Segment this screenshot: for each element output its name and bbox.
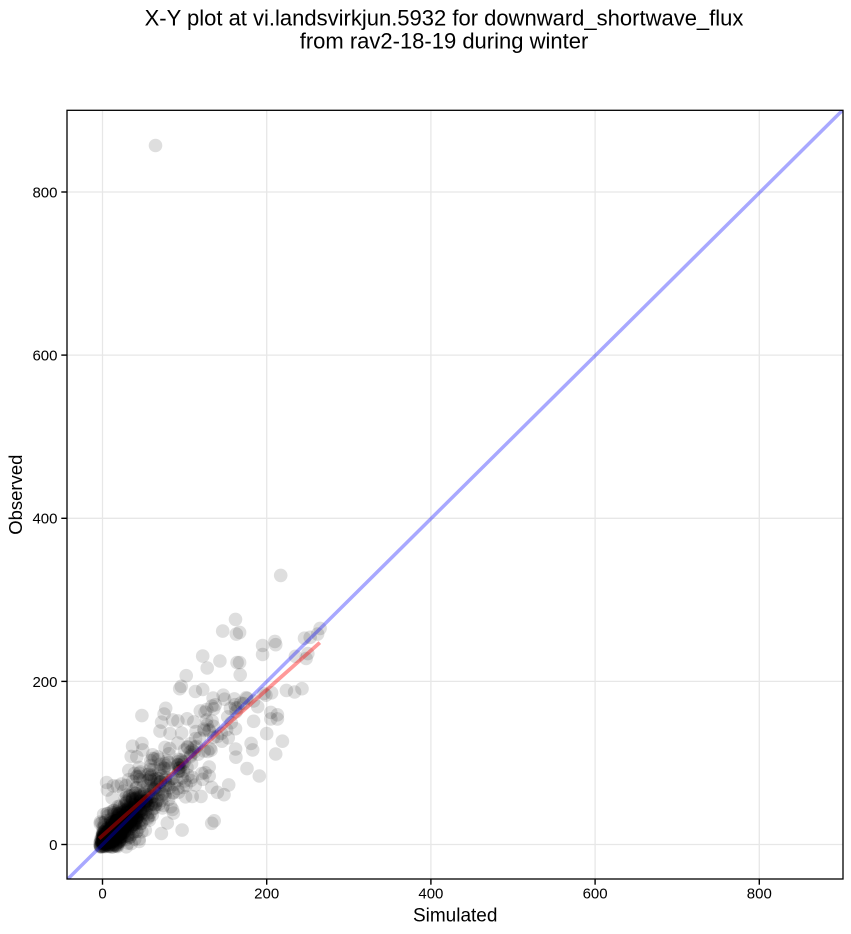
svg-text:0: 0 — [49, 837, 57, 854]
svg-text:Observed: Observed — [5, 455, 26, 535]
svg-text:400: 400 — [32, 511, 57, 528]
svg-text:0: 0 — [98, 886, 106, 903]
svg-text:200: 200 — [254, 886, 279, 903]
svg-text:600: 600 — [583, 886, 608, 903]
svg-text:200: 200 — [32, 674, 57, 691]
svg-text:800: 800 — [747, 886, 772, 903]
svg-text:800: 800 — [32, 184, 57, 201]
svg-text:from rav2-18-19 during winter: from rav2-18-19 during winter — [300, 29, 589, 54]
svg-text:Simulated: Simulated — [413, 905, 498, 926]
svg-text:600: 600 — [32, 348, 57, 365]
svg-text:X-Y plot at vi.landsvirkjun.59: X-Y plot at vi.landsvirkjun.5932 for dow… — [145, 6, 744, 31]
svg-text:400: 400 — [418, 886, 443, 903]
